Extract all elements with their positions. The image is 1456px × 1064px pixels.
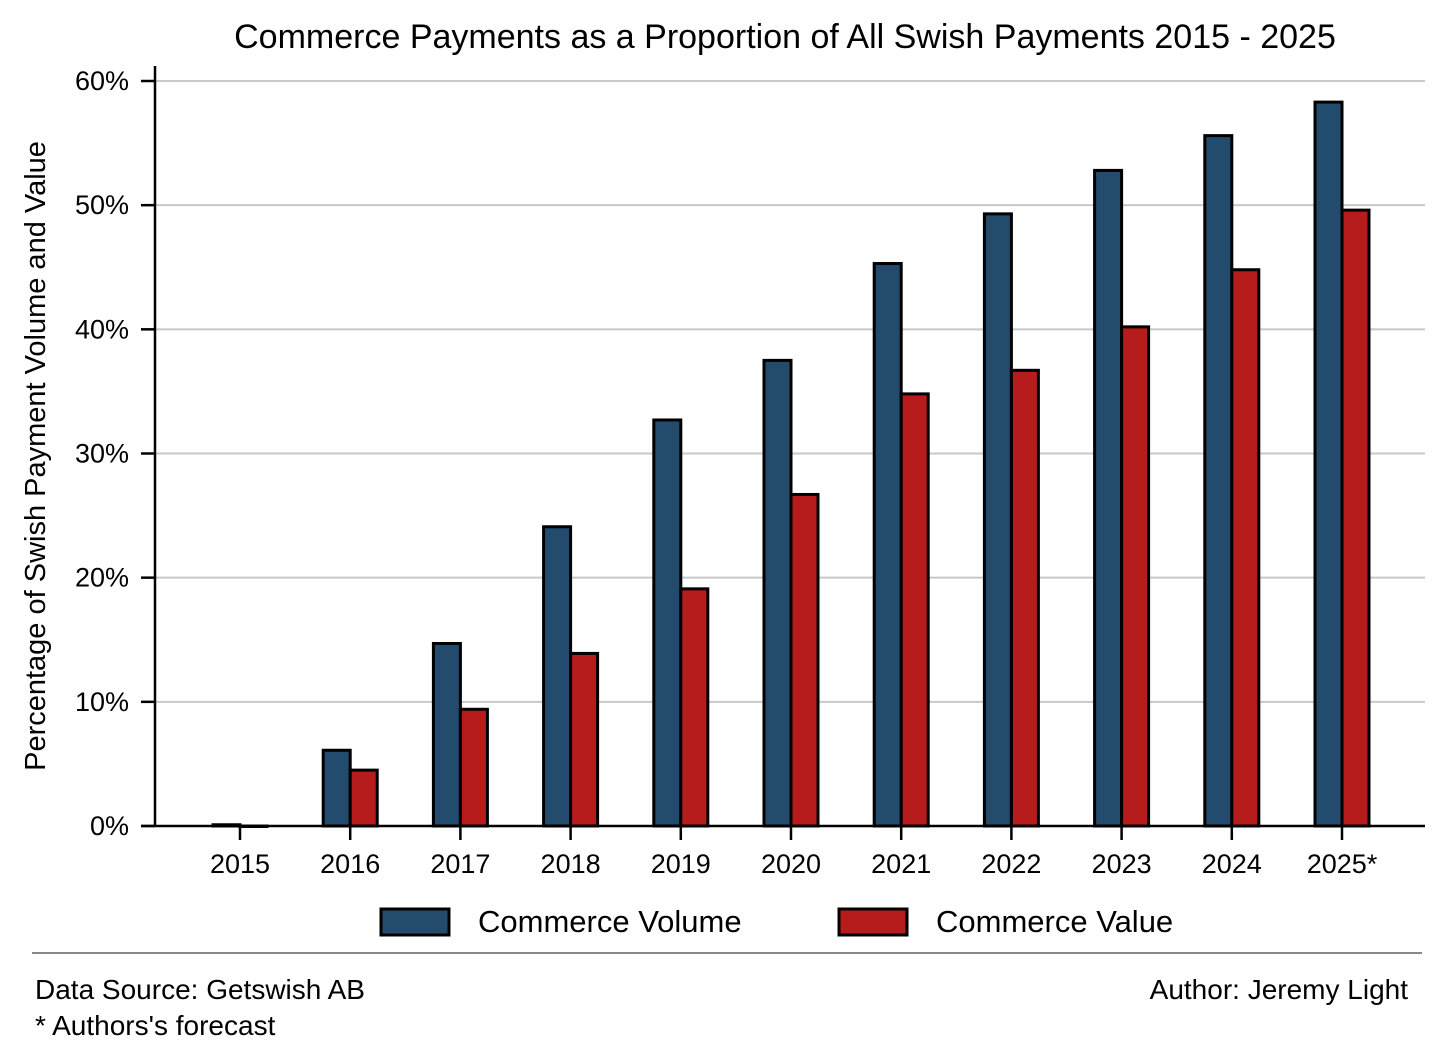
bar-value-2024 (1230, 268, 1261, 828)
legend-swatch-volume (379, 907, 451, 937)
legend: Commerce Volume Commerce Value (379, 904, 1173, 939)
bar-volume-2025* (1313, 100, 1344, 828)
x-tick-label: 2015 (210, 849, 270, 879)
bar-volume-2024 (1203, 134, 1234, 828)
bar-volume-2023 (1093, 168, 1124, 828)
x-tick-label: 2019 (651, 849, 711, 879)
bar-value-2023 (1120, 325, 1151, 828)
footer-divider (32, 952, 1422, 954)
bar-value-2016 (348, 768, 379, 828)
legend-swatch-value (837, 907, 909, 937)
bar-value-2018 (569, 651, 600, 828)
y-axis-label: Percentage of Swish Payment Volume and V… (20, 141, 52, 771)
bar-volume-2017 (431, 641, 462, 828)
x-tick-label: 2024 (1202, 849, 1262, 879)
chart: Commerce Payments as a Proportion of All… (20, 18, 1425, 939)
bars (211, 100, 1371, 828)
legend-label-volume: Commerce Volume (478, 904, 742, 939)
y-ticks: 0% 10% 20% 30% 40% 50% 60% (75, 66, 155, 841)
x-tick-label: 2021 (871, 849, 931, 879)
bar-value-2019 (679, 587, 710, 828)
y-tick-label: 60% (75, 66, 129, 96)
author: Author: Jeremy Light (1149, 974, 1408, 1005)
y-tick-label: 0% (90, 811, 129, 841)
axes (141, 66, 1425, 828)
y-tick-label: 50% (75, 190, 129, 220)
data-source: Data Source: Getswish AB (35, 974, 365, 1005)
y-tick-label: 20% (75, 563, 129, 593)
bar-value-2021 (899, 392, 930, 828)
bar-volume-2018 (542, 525, 573, 828)
bar-value-2025* (1340, 208, 1371, 828)
bar-value-2017 (458, 707, 489, 828)
x-ticks: 2015 2016 2017 2018 2019 2020 2021 2022 2023 2024… (210, 826, 1378, 879)
bar-value-2022 (1009, 368, 1040, 828)
bar-volume-2020 (762, 358, 793, 828)
legend-label-value: Commerce Value (936, 904, 1173, 939)
bar-volume-2016 (321, 748, 352, 828)
bar-value-2020 (789, 492, 820, 828)
x-tick-label: 2020 (761, 849, 821, 879)
x-tick-label: 2023 (1092, 849, 1152, 879)
y-tick-label: 30% (75, 439, 129, 469)
x-tick-label: 2018 (541, 849, 601, 879)
x-tick-label: 2017 (430, 849, 490, 879)
y-tick-label: 10% (75, 687, 129, 717)
bar-volume-2022 (982, 212, 1013, 828)
forecast-note: * Authors's forecast (35, 1010, 276, 1041)
x-tick-label: 2022 (981, 849, 1041, 879)
y-tick-label: 40% (75, 314, 129, 344)
x-tick-label: 2016 (320, 849, 380, 879)
chart-title: Commerce Payments as a Proportion of All… (234, 18, 1336, 56)
bar-volume-2019 (652, 418, 683, 828)
x-tick-label: 2025* (1307, 849, 1378, 879)
bar-volume-2021 (872, 262, 903, 828)
